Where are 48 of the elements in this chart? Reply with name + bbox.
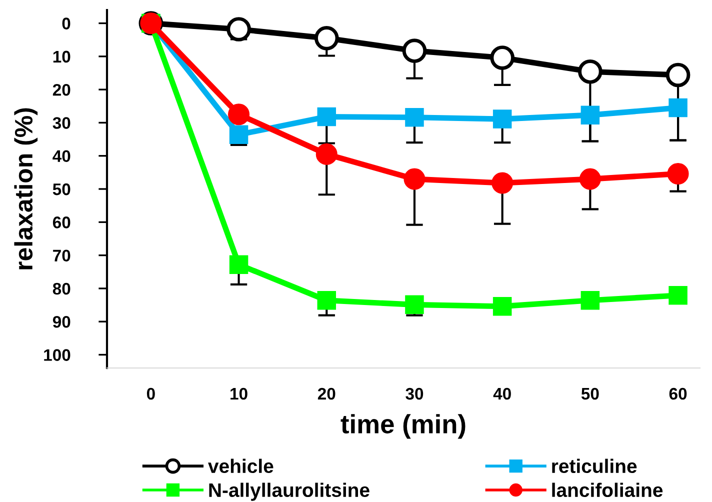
point (405, 295, 424, 314)
point (666, 62, 690, 88)
legend-label: N-allyllaurolitsine (209, 482, 370, 501)
y-tick-label: 10 (53, 50, 70, 63)
x-tick-label: 40 (493, 388, 511, 400)
point (402, 38, 427, 63)
point (229, 255, 248, 274)
x-tick-label: 10 (230, 388, 248, 400)
point (578, 60, 602, 84)
point (317, 291, 336, 310)
point (314, 26, 339, 50)
point (229, 125, 248, 144)
point (579, 168, 601, 190)
legend-label: reticuline (552, 458, 637, 474)
y-tick-label: 90 (52, 316, 70, 328)
y-tick-label: 30 (52, 117, 70, 129)
point (226, 17, 251, 42)
point (580, 291, 600, 310)
x-tick-label: 30 (406, 388, 424, 400)
point (405, 108, 424, 127)
legend-label: vehicle (208, 458, 274, 474)
x-tick-label: 0 (146, 388, 155, 400)
y-tick-label: 100 (44, 349, 70, 361)
point (492, 172, 514, 194)
x-tick-label: 20 (318, 388, 336, 400)
y-tick-label: 70 (53, 250, 70, 262)
y-tick-label: 20 (52, 84, 70, 96)
y-tick-label: 0 (62, 18, 70, 30)
y-tick-label: 40 (52, 150, 70, 162)
y-axis-title: relaxation (%) (14, 108, 38, 270)
point (404, 168, 426, 190)
point (492, 110, 512, 128)
y-tick-label: 50 (52, 183, 70, 196)
legend-label: lancifoliaine (552, 482, 663, 498)
point (668, 286, 688, 305)
y-tick-label: 60 (52, 216, 70, 228)
point (492, 296, 512, 316)
x-tick-label: 50 (581, 388, 599, 400)
point (667, 162, 689, 185)
point (668, 98, 688, 118)
point (316, 143, 338, 165)
point (580, 106, 600, 124)
point (490, 46, 514, 70)
x-axis-title: time (min) (340, 414, 466, 439)
point (317, 107, 336, 126)
point (228, 104, 250, 126)
x-tick-label: 60 (669, 388, 687, 400)
y-tick-label: 80 (52, 282, 70, 295)
